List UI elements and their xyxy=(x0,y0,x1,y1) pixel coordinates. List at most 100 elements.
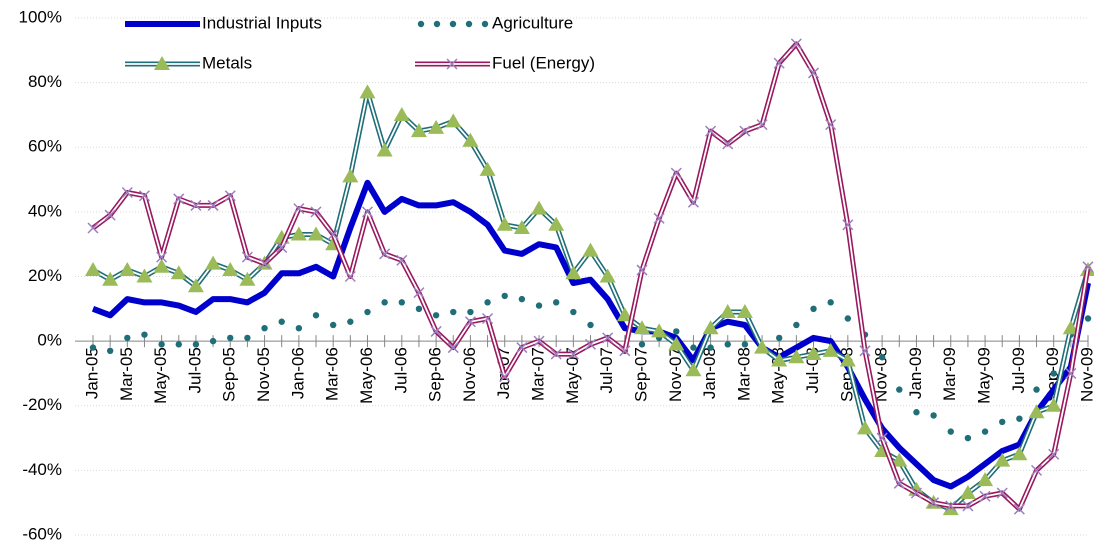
marker xyxy=(822,342,839,357)
marker xyxy=(1030,464,1043,476)
data-dot xyxy=(913,409,920,416)
marker xyxy=(773,57,785,69)
marker xyxy=(636,264,648,276)
data-dot xyxy=(1016,415,1023,422)
marker xyxy=(842,219,854,231)
data-dot xyxy=(450,308,457,316)
marker xyxy=(1062,320,1079,335)
marker xyxy=(790,38,802,50)
marker xyxy=(550,348,562,360)
marker xyxy=(513,220,530,235)
x-tick-label: Sep-05 xyxy=(220,347,239,402)
y-tick-label: 80% xyxy=(28,72,62,91)
marker xyxy=(104,209,116,221)
y-tick-label: -20% xyxy=(22,395,62,414)
data-dot xyxy=(329,321,337,329)
marker xyxy=(548,216,565,231)
data-dot xyxy=(1050,370,1057,377)
x-tick-label: Jul-06 xyxy=(391,347,410,393)
marker xyxy=(499,371,511,383)
data-dot xyxy=(981,428,989,435)
data-dot xyxy=(878,354,886,361)
marker xyxy=(807,67,820,79)
x-tick-label: Jan-09 xyxy=(906,347,925,399)
marker xyxy=(876,432,888,444)
data-dot xyxy=(484,299,491,306)
marker xyxy=(327,228,339,241)
marker xyxy=(1013,503,1025,515)
marker xyxy=(102,271,119,286)
data-dot xyxy=(827,299,834,306)
marker xyxy=(479,161,496,176)
data-dot xyxy=(930,412,937,419)
marker xyxy=(805,346,822,361)
marker xyxy=(891,452,908,467)
marker xyxy=(464,316,476,328)
marker xyxy=(1028,404,1045,419)
data-dot xyxy=(947,428,954,435)
marker xyxy=(839,352,856,367)
legend-label: Metals xyxy=(202,53,252,72)
y-tick-label: -60% xyxy=(22,524,62,542)
data-dot xyxy=(175,341,182,348)
x-tick-label: Nov-09 xyxy=(1077,347,1094,402)
legend-swatch xyxy=(449,20,457,28)
marker xyxy=(241,251,253,263)
data-dot xyxy=(209,337,217,345)
data-dot xyxy=(227,334,234,342)
marker xyxy=(771,352,788,367)
x-tick-label: Sep-07 xyxy=(631,347,650,402)
x-tick-label: Nov-08 xyxy=(872,347,891,402)
x-tick-label: May-06 xyxy=(357,347,376,404)
marker xyxy=(121,186,133,199)
marker xyxy=(736,304,753,319)
x-tick-label: Mar-05 xyxy=(117,347,136,401)
x-tick-label: Mar-09 xyxy=(940,347,959,401)
legend-label: Fuel (Energy) xyxy=(492,53,595,72)
marker xyxy=(413,287,425,299)
marker xyxy=(531,200,548,215)
marker xyxy=(516,342,528,354)
data-dot xyxy=(432,312,440,319)
marker xyxy=(705,125,717,137)
marker xyxy=(153,258,170,273)
marker xyxy=(928,497,940,509)
legend-marker xyxy=(446,58,458,70)
data-dot xyxy=(398,299,405,306)
data-dot xyxy=(1033,386,1040,393)
marker xyxy=(756,119,768,131)
x-tick-label: Jan-06 xyxy=(288,347,307,399)
data-dot xyxy=(295,325,303,332)
data-dot xyxy=(552,299,560,306)
marker xyxy=(945,500,957,512)
data-dot xyxy=(964,434,972,442)
marker xyxy=(393,106,410,121)
marker xyxy=(702,320,719,335)
marker xyxy=(977,472,994,487)
marker xyxy=(1045,397,1062,412)
marker xyxy=(462,132,479,147)
marker xyxy=(290,226,307,241)
x-tick-label: Jan-05 xyxy=(82,347,101,399)
x-tick-label: Jul-07 xyxy=(597,347,616,393)
data-dot xyxy=(106,347,114,355)
marker xyxy=(170,265,187,280)
legend-marker xyxy=(154,56,170,70)
marker xyxy=(156,251,168,263)
legend-swatch xyxy=(433,20,441,28)
marker xyxy=(893,477,905,489)
marker xyxy=(239,271,256,286)
marker xyxy=(616,307,633,322)
data-dot xyxy=(192,341,200,348)
marker xyxy=(910,487,922,499)
x-tick-label: Jul-05 xyxy=(185,347,204,393)
marker xyxy=(430,325,442,337)
marker xyxy=(1082,261,1094,273)
data-dot xyxy=(999,418,1006,426)
data-dot xyxy=(244,334,251,342)
marker xyxy=(482,312,494,325)
marker xyxy=(87,222,99,234)
marker xyxy=(308,226,325,241)
marker xyxy=(85,262,101,277)
marker xyxy=(567,348,579,360)
